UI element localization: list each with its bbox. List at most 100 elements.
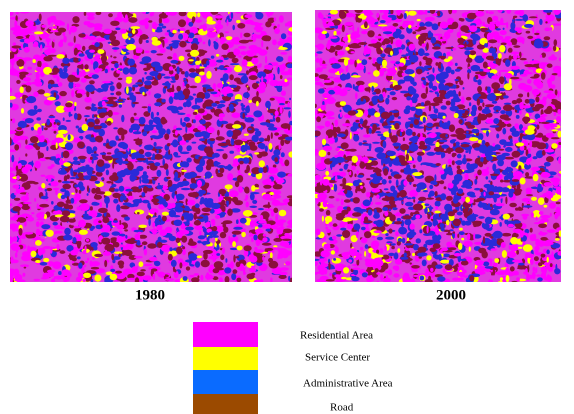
map-patch: [281, 123, 291, 129]
map-patch: [345, 13, 354, 18]
map-patch: [523, 14, 529, 21]
map-patch: [63, 67, 67, 73]
map-patch: [314, 175, 321, 180]
map-patch: [466, 97, 471, 101]
map-patch: [338, 208, 341, 211]
map-patch: [390, 9, 393, 14]
map-patch: [411, 265, 420, 269]
map-patch: [227, 130, 234, 137]
map-patch: [34, 105, 38, 109]
map-patch: [89, 80, 95, 84]
map-patch: [489, 48, 496, 54]
map-patch: [11, 45, 21, 48]
map-patch: [458, 174, 460, 176]
map-patch: [98, 129, 105, 137]
map-patch: [138, 225, 147, 228]
map-patch: [58, 28, 67, 33]
map-patch: [322, 139, 326, 145]
map-patch: [389, 112, 393, 116]
map-patch: [237, 23, 245, 29]
map-patch: [56, 54, 64, 59]
map-patch: [109, 140, 117, 147]
map-patch: [469, 214, 478, 217]
map-patch: [54, 138, 63, 143]
map-patch: [389, 214, 395, 221]
map-patch: [326, 15, 336, 17]
map-patch: [146, 215, 151, 220]
map-patch: [494, 258, 499, 263]
map-patch: [497, 60, 500, 66]
map-patch: [413, 184, 417, 187]
map-patch: [339, 172, 346, 177]
map-patch: [254, 152, 259, 154]
map-patch: [383, 141, 387, 149]
map-patch: [467, 192, 475, 197]
map-patch: [317, 44, 324, 51]
map-patch: [558, 157, 561, 164]
map-patch: [426, 123, 433, 127]
map-patch: [537, 277, 543, 281]
figure: 1980 2000 Residential AreaService Center…: [0, 0, 574, 414]
map-patch: [82, 279, 86, 282]
map-patch: [351, 165, 356, 170]
map-patch: [86, 239, 89, 242]
map-patch: [367, 149, 371, 151]
map-patch: [226, 36, 233, 40]
map-patch: [11, 246, 20, 251]
map-patch: [106, 104, 113, 107]
map-patch: [227, 209, 233, 216]
map-patch: [319, 74, 328, 79]
map-patch: [268, 127, 277, 131]
map-patch: [147, 243, 156, 248]
map-patch: [560, 91, 562, 96]
map-patch: [434, 211, 440, 214]
map-patch: [554, 39, 558, 46]
map-patch: [436, 163, 441, 166]
map-patch: [337, 31, 341, 35]
map-patch: [178, 34, 183, 40]
map-patch: [393, 266, 398, 270]
map-patch: [329, 58, 333, 64]
map-patch: [411, 143, 415, 146]
map-patch: [280, 75, 283, 79]
map-patch: [497, 36, 500, 43]
map-patch: [85, 106, 91, 110]
map-patch: [262, 256, 264, 261]
map-patch: [526, 31, 531, 34]
map-patch: [179, 11, 187, 16]
map-patch: [221, 200, 225, 206]
map-patch: [176, 238, 181, 243]
map-patch: [554, 212, 558, 219]
map-patch: [364, 231, 371, 238]
map-patch: [141, 174, 148, 179]
map-patch: [453, 197, 459, 204]
map-patch: [400, 169, 404, 172]
map-patch: [514, 71, 517, 76]
map-patch: [69, 225, 72, 228]
map-patch: [556, 116, 561, 123]
map-patch: [554, 268, 560, 273]
map-patch: [274, 28, 280, 34]
map-patch: [389, 128, 391, 133]
map-patch: [399, 208, 405, 214]
map-patch: [493, 118, 499, 124]
map-patch: [412, 132, 416, 137]
map-patch: [44, 93, 51, 97]
map-patch: [547, 93, 557, 99]
map-patch: [375, 169, 382, 174]
map-patch: [62, 210, 70, 216]
map-patch: [110, 274, 118, 281]
map-patch: [316, 163, 326, 171]
map-patch: [135, 277, 139, 285]
map-patch: [225, 258, 227, 263]
map-patch: [243, 92, 250, 98]
map-patch: [147, 166, 150, 169]
map-patch: [439, 249, 442, 253]
map-patch: [187, 200, 195, 206]
map-patch: [142, 56, 152, 63]
map-patch: [9, 103, 12, 108]
map-patch: [512, 271, 519, 275]
map-patch: [59, 72, 68, 79]
map-patch: [95, 136, 101, 142]
map-patch: [407, 232, 415, 238]
